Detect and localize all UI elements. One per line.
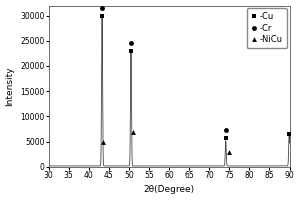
X-axis label: 2θ(Degree): 2θ(Degree) xyxy=(143,185,195,194)
Legend: -Cu, -Cr, -NiCu: -Cu, -Cr, -NiCu xyxy=(247,8,287,48)
Y-axis label: Intensity: Intensity xyxy=(6,66,15,106)
